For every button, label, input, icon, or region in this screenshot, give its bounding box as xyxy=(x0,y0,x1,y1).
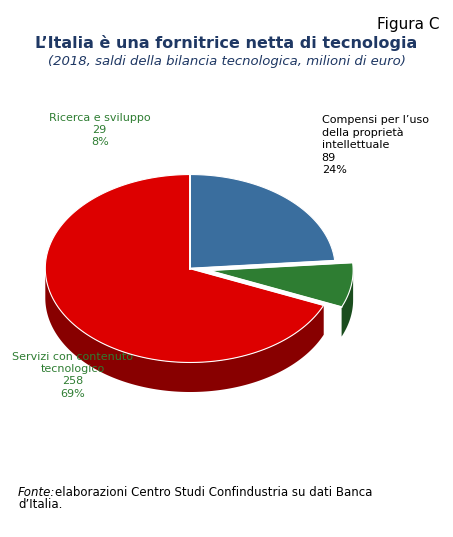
Text: (2018, saldi della bilancia tecnologica, milioni di euro): (2018, saldi della bilancia tecnologica,… xyxy=(48,55,405,68)
Polygon shape xyxy=(208,263,353,307)
Text: 8%: 8% xyxy=(91,137,109,148)
Text: 69%: 69% xyxy=(60,389,85,399)
Polygon shape xyxy=(45,175,324,362)
Text: d’Italia.: d’Italia. xyxy=(18,498,63,511)
Text: elaborazioni Centro Studi Confindustria su dati Banca: elaborazioni Centro Studi Confindustria … xyxy=(55,486,373,499)
Text: Figura C: Figura C xyxy=(377,17,439,32)
Polygon shape xyxy=(45,270,324,392)
Text: 29: 29 xyxy=(92,125,107,135)
Text: della proprietà: della proprietà xyxy=(322,128,403,139)
Text: tecnologico: tecnologico xyxy=(40,364,105,374)
Text: 258: 258 xyxy=(62,376,83,387)
Text: 24%: 24% xyxy=(322,165,347,175)
Text: Servizi con contenuto: Servizi con contenuto xyxy=(12,352,133,362)
Text: Ricerca e sviluppo: Ricerca e sviluppo xyxy=(49,113,150,123)
Polygon shape xyxy=(190,175,335,268)
Text: L’Italia è una fornitrice netta di tecnologia: L’Italia è una fornitrice netta di tecno… xyxy=(35,35,418,51)
Polygon shape xyxy=(342,271,353,337)
Text: intellettuale: intellettuale xyxy=(322,140,389,150)
Text: Fonte:: Fonte: xyxy=(18,486,56,499)
Text: 89: 89 xyxy=(322,153,336,163)
Text: Compensi per l’uso: Compensi per l’uso xyxy=(322,115,429,126)
